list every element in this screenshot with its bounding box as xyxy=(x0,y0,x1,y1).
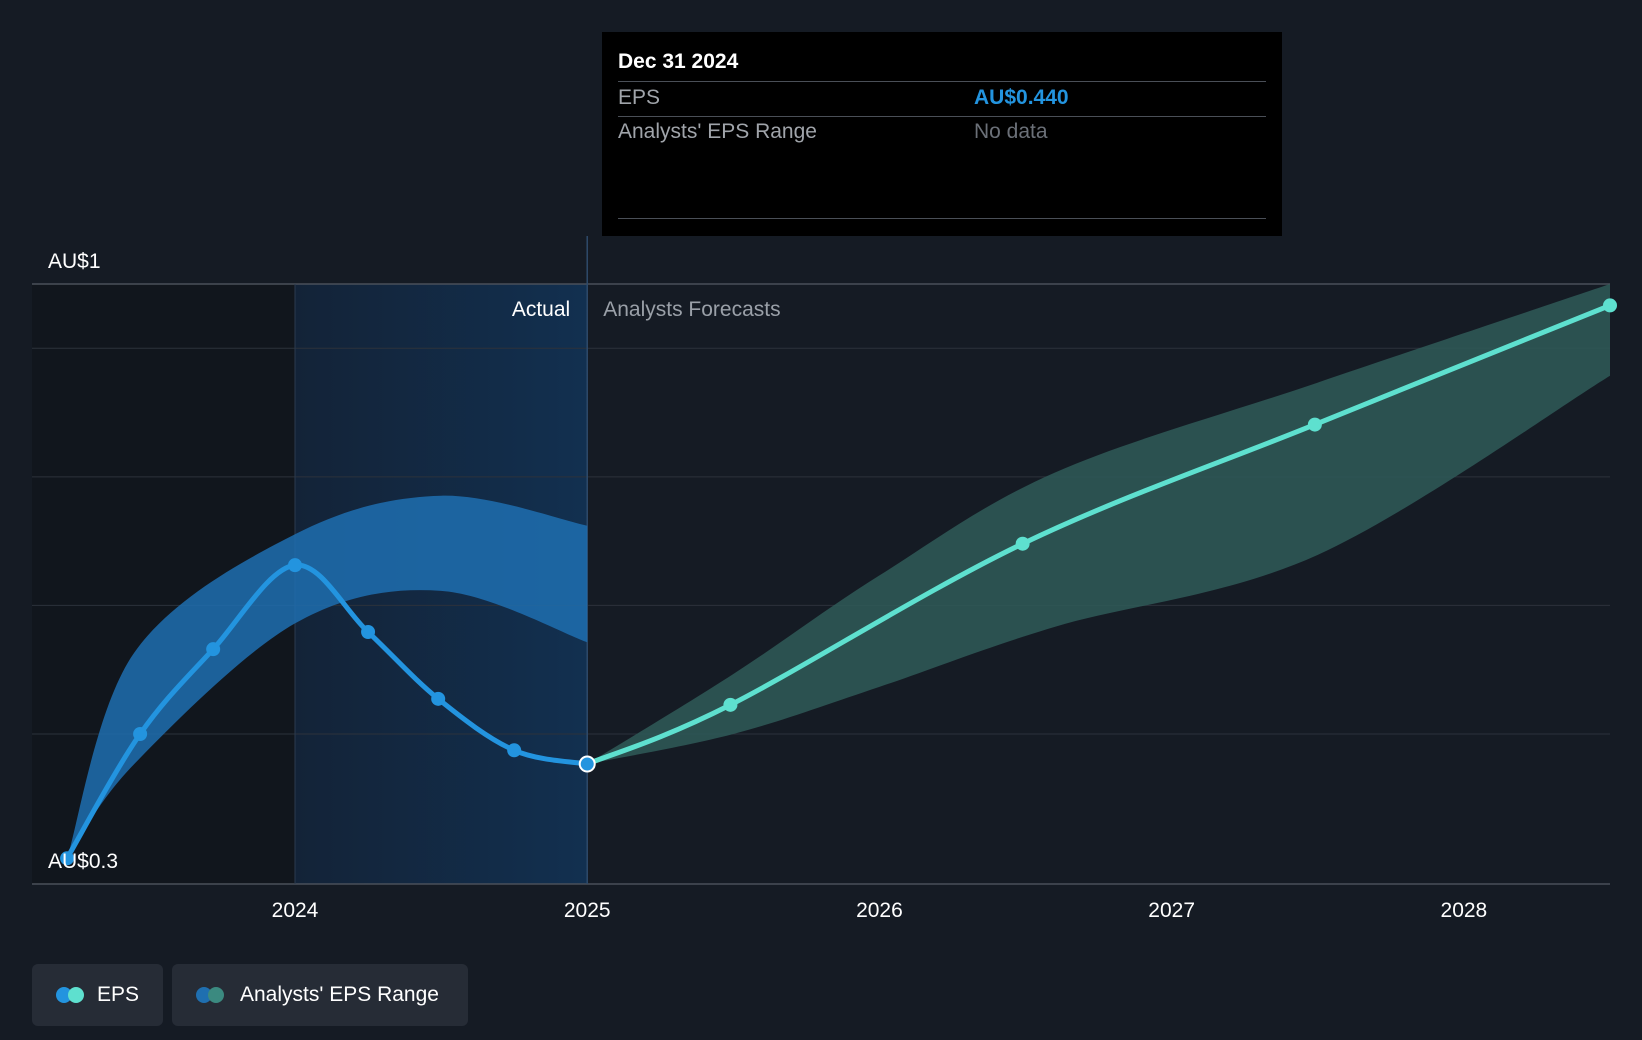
eps-highlight-point xyxy=(578,755,596,773)
tooltip-eps-value: AU$0.440 xyxy=(974,86,1069,109)
eps-point-actual xyxy=(431,691,446,706)
y-axis-top-label: AU$1 xyxy=(48,250,101,273)
x-tick-label: 2024 xyxy=(272,899,319,922)
eps-range-band-actual xyxy=(67,495,588,859)
eps-point-actual xyxy=(206,642,221,657)
eps-point-forecast xyxy=(1603,298,1617,313)
eps-point-actual xyxy=(288,558,302,573)
y-axis-bottom-label: AU$0.3 xyxy=(48,850,118,873)
tooltip-range-value: No data xyxy=(974,120,1048,143)
x-tick-label: 2026 xyxy=(856,899,903,922)
legend-label-eps-range: Analysts' EPS Range xyxy=(240,983,439,1006)
eps-legend-icon xyxy=(56,987,84,1003)
tooltip-divider xyxy=(618,81,1266,82)
tooltip-date: Dec 31 2024 xyxy=(618,50,739,73)
eps-range-band-forecast xyxy=(587,284,1610,764)
eps-point-forecast xyxy=(1307,417,1322,432)
x-tick-label: 2027 xyxy=(1148,899,1195,922)
tooltip-eps-label: EPS xyxy=(618,86,661,109)
eps-range-legend-icon xyxy=(196,987,226,1003)
eps-point-actual xyxy=(507,743,522,758)
eps-point-actual xyxy=(60,851,75,866)
eps-point-actual xyxy=(133,727,148,741)
eps-point-actual xyxy=(361,625,376,639)
tooltip-range-label: Analysts' EPS Range xyxy=(618,120,817,143)
eps-point-forecast xyxy=(723,697,738,712)
legend-item-eps[interactable]: EPS xyxy=(32,964,163,1026)
tooltip-divider xyxy=(618,218,1266,219)
hover-tooltip: Dec 31 2024 EPS AU$0.440 Analysts' EPS R… xyxy=(602,32,1282,236)
forecast-label: Analysts Forecasts xyxy=(603,298,780,321)
tooltip-divider xyxy=(618,116,1266,117)
actual-label: Actual xyxy=(512,298,570,321)
eps-line-forecast xyxy=(584,302,1613,767)
eps-point-forecast xyxy=(1015,536,1030,551)
legend-item-eps-range[interactable]: Analysts' EPS Range xyxy=(172,964,468,1026)
x-tick-label: 2028 xyxy=(1441,899,1488,922)
x-tick-label: 2025 xyxy=(564,899,611,922)
legend-label-eps: EPS xyxy=(96,983,139,1006)
